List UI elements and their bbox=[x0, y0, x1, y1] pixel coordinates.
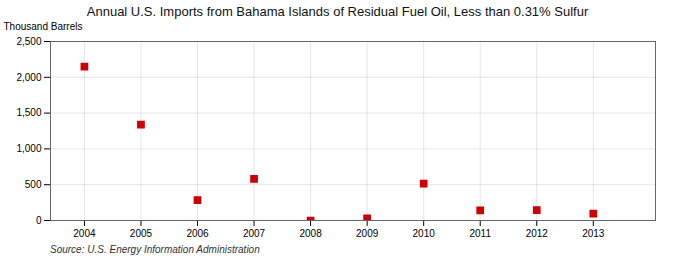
svg-text:2007: 2007 bbox=[243, 228, 266, 239]
svg-text:2012: 2012 bbox=[526, 228, 549, 239]
svg-text:2009: 2009 bbox=[356, 228, 379, 239]
svg-text:1,000: 1,000 bbox=[16, 143, 41, 154]
svg-text:2013: 2013 bbox=[582, 228, 605, 239]
svg-text:Thousand Barrels: Thousand Barrels bbox=[4, 21, 83, 32]
svg-text:2006: 2006 bbox=[186, 228, 209, 239]
svg-text:1,500: 1,500 bbox=[16, 107, 41, 118]
svg-text:2010: 2010 bbox=[413, 228, 436, 239]
html-text:Source: U.S. Energy Informatio: Source: U.S. Energy Information Administ… bbox=[50, 244, 260, 255]
svg-text:0: 0 bbox=[36, 215, 42, 226]
svg-text:2,500: 2,500 bbox=[16, 36, 41, 47]
svg-text:2004: 2004 bbox=[73, 228, 96, 239]
svg-text:2011: 2011 bbox=[469, 228, 491, 239]
svg-text:2,000: 2,000 bbox=[16, 72, 41, 83]
html-text:Annual U.S. Imports from Baham: Annual U.S. Imports from Bahama Islands … bbox=[86, 4, 589, 19]
svg-text:500: 500 bbox=[25, 179, 42, 190]
svg-text:2008: 2008 bbox=[299, 228, 322, 239]
svg-text:2005: 2005 bbox=[130, 228, 153, 239]
